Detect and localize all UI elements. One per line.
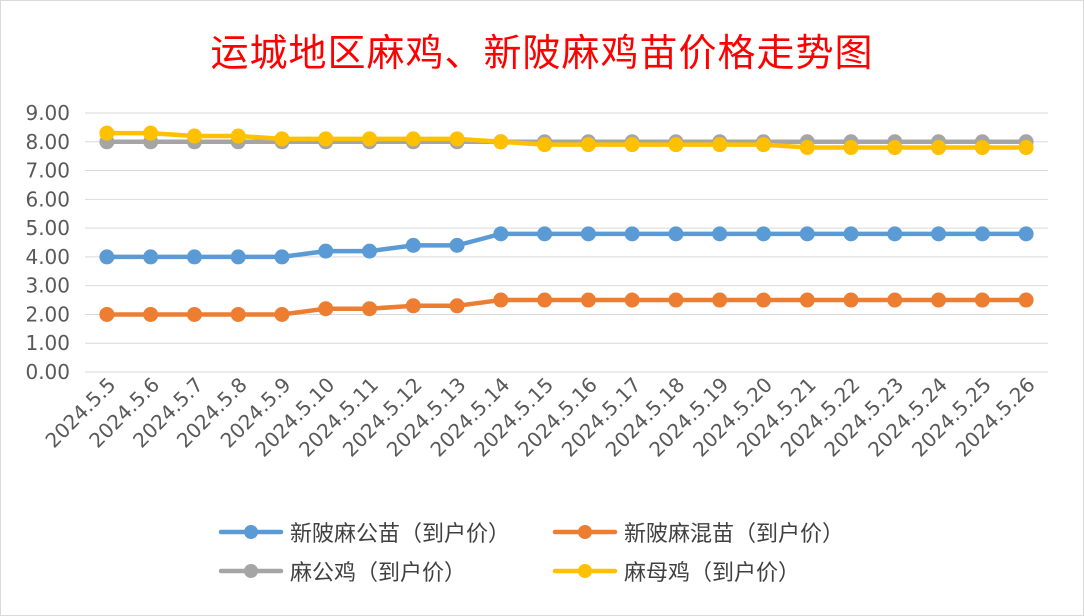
legend-label-series-1: 新陂麻公苗（到户价） bbox=[290, 522, 511, 547]
data-point-s4-1 bbox=[143, 125, 159, 141]
data-point-s2-21 bbox=[1018, 292, 1034, 308]
data-point-s4-21 bbox=[1018, 140, 1034, 156]
data-point-s1-13 bbox=[668, 226, 684, 242]
data-point-s4-12 bbox=[624, 137, 640, 153]
y-tick-label-9: 9.00 bbox=[25, 101, 70, 125]
legend-label-series-3: 麻公鸡（到户价） bbox=[290, 561, 467, 586]
data-point-s1-11 bbox=[580, 226, 596, 242]
legend-label-series-4: 麻母鸡（到户价） bbox=[624, 561, 801, 586]
data-point-s2-13 bbox=[668, 292, 684, 308]
data-point-s2-6 bbox=[362, 301, 378, 317]
data-point-s4-7 bbox=[405, 131, 421, 147]
y-tick-label-3: 3.00 bbox=[25, 274, 70, 298]
data-point-s2-14 bbox=[712, 292, 728, 308]
data-point-s2-4 bbox=[274, 306, 290, 322]
legend-swatch-series-3 bbox=[218, 564, 284, 578]
legend-swatch-series-2 bbox=[552, 525, 618, 539]
data-point-s1-2 bbox=[186, 249, 202, 265]
data-point-s4-9 bbox=[493, 134, 509, 150]
legend-item-series-1: 新陂麻公苗（到户价） bbox=[218, 518, 511, 547]
data-point-s4-2 bbox=[186, 128, 202, 144]
data-point-s4-15 bbox=[755, 137, 771, 153]
data-point-s1-3 bbox=[230, 249, 246, 265]
data-point-s2-1 bbox=[143, 306, 159, 322]
data-point-s2-16 bbox=[799, 292, 815, 308]
y-tick-label-1: 1.00 bbox=[25, 331, 70, 355]
data-point-s4-17 bbox=[843, 140, 859, 156]
series-line-4 bbox=[104, 130, 1029, 150]
data-point-s1-19 bbox=[931, 226, 947, 242]
legend-marker-2 bbox=[578, 525, 592, 539]
data-point-s1-18 bbox=[887, 226, 903, 242]
data-point-s2-0 bbox=[99, 306, 115, 322]
series-line-1 bbox=[104, 231, 1029, 260]
data-point-s4-3 bbox=[230, 128, 246, 144]
data-point-s4-20 bbox=[974, 140, 990, 156]
legend-marker-3 bbox=[244, 564, 258, 578]
data-point-s1-6 bbox=[362, 243, 378, 259]
data-point-s1-10 bbox=[537, 226, 553, 242]
legend-swatch-series-4 bbox=[552, 564, 618, 578]
data-point-s1-16 bbox=[799, 226, 815, 242]
data-point-s1-8 bbox=[449, 237, 465, 253]
y-tick-label-4: 4.00 bbox=[25, 245, 70, 269]
data-point-s1-7 bbox=[405, 237, 421, 253]
data-point-s4-19 bbox=[931, 140, 947, 156]
data-point-s2-19 bbox=[931, 292, 947, 308]
legend-item-series-3: 麻公鸡（到户价） bbox=[218, 557, 467, 586]
data-point-s1-14 bbox=[712, 226, 728, 242]
data-point-s2-10 bbox=[537, 292, 553, 308]
y-tick-label-6: 6.00 bbox=[25, 187, 70, 211]
y-tick-label-0: 0.00 bbox=[25, 360, 70, 384]
data-point-s1-0 bbox=[99, 249, 115, 265]
data-point-s2-2 bbox=[186, 306, 202, 322]
data-point-s4-13 bbox=[668, 137, 684, 153]
data-point-s2-17 bbox=[843, 292, 859, 308]
legend-swatch-series-1 bbox=[218, 525, 284, 539]
y-tick-label-8: 8.00 bbox=[25, 130, 70, 154]
data-point-s2-5 bbox=[318, 301, 334, 317]
data-point-s4-10 bbox=[537, 137, 553, 153]
data-point-s4-8 bbox=[449, 131, 465, 147]
data-point-s2-8 bbox=[449, 298, 465, 314]
legend-label-series-2: 新陂麻混苗（到户价） bbox=[624, 522, 845, 547]
data-point-s2-3 bbox=[230, 306, 246, 322]
data-point-s2-7 bbox=[405, 298, 421, 314]
data-point-s1-15 bbox=[755, 226, 771, 242]
data-point-s4-14 bbox=[712, 137, 728, 153]
data-point-s1-12 bbox=[624, 226, 640, 242]
data-point-s1-17 bbox=[843, 226, 859, 242]
data-point-s2-15 bbox=[755, 292, 771, 308]
data-point-s2-12 bbox=[624, 292, 640, 308]
data-point-s4-11 bbox=[580, 137, 596, 153]
data-point-s2-9 bbox=[493, 292, 509, 308]
data-point-s1-9 bbox=[493, 226, 509, 242]
chart-title: 运城地区麻鸡、新陂麻鸡苗价格走势图 bbox=[210, 31, 874, 75]
data-point-s4-18 bbox=[887, 140, 903, 156]
y-tick-label-7: 7.00 bbox=[25, 159, 70, 183]
data-point-s4-5 bbox=[318, 131, 334, 147]
data-point-s1-21 bbox=[1018, 226, 1034, 242]
data-point-s1-1 bbox=[143, 249, 159, 265]
data-point-s4-4 bbox=[274, 131, 290, 147]
data-point-s2-20 bbox=[974, 292, 990, 308]
data-point-s2-11 bbox=[580, 292, 596, 308]
y-tick-label-2: 2.00 bbox=[25, 302, 70, 326]
y-tick-label-5: 5.00 bbox=[25, 216, 70, 240]
data-point-s1-20 bbox=[974, 226, 990, 242]
legend-marker-1 bbox=[244, 525, 258, 539]
legend-item-series-4: 麻母鸡（到户价） bbox=[552, 557, 801, 586]
legend-item-series-2: 新陂麻混苗（到户价） bbox=[552, 518, 845, 547]
data-point-s4-6 bbox=[362, 131, 378, 147]
data-point-s1-5 bbox=[318, 243, 334, 259]
data-point-s4-0 bbox=[99, 125, 115, 141]
series-line-2 bbox=[104, 297, 1029, 317]
data-point-s4-16 bbox=[799, 140, 815, 156]
legend-marker-4 bbox=[578, 564, 592, 578]
data-point-s1-4 bbox=[274, 249, 290, 265]
data-point-s2-18 bbox=[887, 292, 903, 308]
